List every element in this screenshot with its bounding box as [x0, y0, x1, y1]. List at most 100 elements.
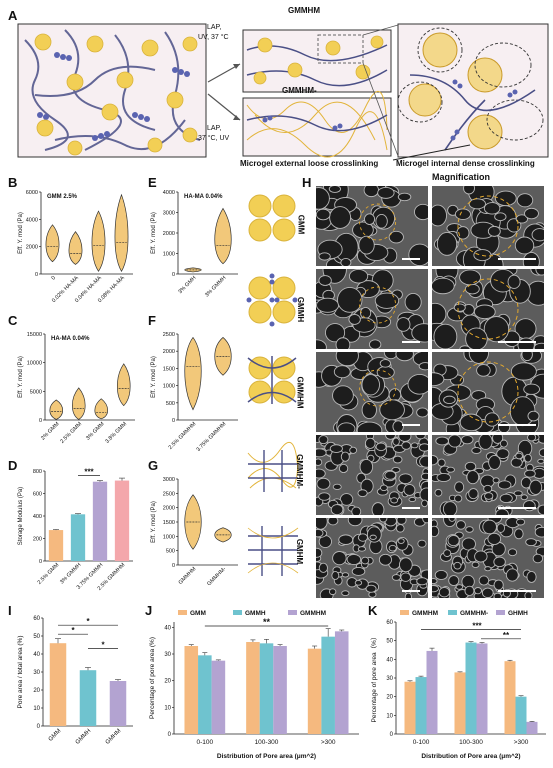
arrow-top-label-2: UV, 37 °C — [198, 34, 229, 41]
violin-1 — [214, 207, 232, 265]
sem-image-r0-c0 — [316, 186, 428, 266]
y-tick-label: 2000 — [163, 349, 175, 355]
panel-label-k: K — [368, 603, 378, 618]
chart-j: 0 10 20 30 40 Percentage of pore area (%) 0-10… — [149, 610, 359, 760]
y-tick-label: 20 — [33, 688, 40, 694]
y-axis-label: Percentage of pore area (%) — [149, 637, 156, 719]
y-tick-label: 2500 — [163, 332, 175, 338]
chart-f: 0 500 1000 1500 2000 2500 Eff. Y. mod (Pa) 2.5%… — [151, 332, 238, 453]
row-label-gmm: GMM — [296, 214, 306, 235]
panel-label-f: F — [148, 313, 156, 328]
bar-0-2 — [211, 660, 226, 734]
y-tick-label: 0 — [172, 272, 175, 278]
sem-image-r4-c0 — [316, 518, 428, 598]
y-tick-label: 30 — [164, 652, 171, 658]
sig-label: *** — [84, 468, 94, 477]
y-tick-label: 5000 — [30, 389, 42, 395]
arrow-top-label-1: LAP, — [207, 24, 222, 31]
y-tick-label: 1500 — [163, 520, 175, 526]
bar-2-0 — [307, 648, 322, 734]
y-tick-label: 0 — [39, 418, 42, 424]
bar-2-2 — [334, 631, 349, 734]
y-axis-label: Eff. Y. mod (Pa) — [18, 356, 24, 398]
chart-d: 0 200 400 600 800 Storage Modulus (Pa) 2.5% GM… — [18, 468, 133, 592]
y-tick-label: 500 — [166, 549, 175, 555]
y-axis-label: Pore area / total area (%) — [17, 636, 24, 709]
y-axis-label: Storage Modulus (Pa) — [18, 487, 24, 545]
sig-label-0: * — [86, 617, 90, 626]
y-tick-label: 0 — [35, 272, 38, 278]
x-tick-label: 100-300 — [255, 739, 279, 746]
legend-label-1: GMMHM- — [460, 610, 488, 617]
sem-image-r1-c1 — [432, 269, 544, 349]
panel-label-j: J — [145, 603, 153, 618]
y-tick-label: 1500 — [163, 366, 175, 372]
x-tick-label: GMHM — [105, 728, 123, 746]
x-tick-label: 3% GMMH — [59, 562, 82, 585]
bar-0-0 — [184, 646, 199, 734]
sem-image-r1-c0 — [316, 269, 428, 349]
y-tick-label: 1000 — [163, 384, 175, 390]
chart-g: 0 500 1000 1500 2000 2500 3000 Eff. Y. mod (Pa)… — [151, 477, 238, 587]
y-tick-label: 1000 — [163, 252, 175, 258]
panel-a-schematic — [17, 23, 549, 161]
x-tick-label: GMMHM — [178, 566, 198, 586]
panel-label-b: B — [8, 175, 18, 190]
bar-1-2 — [273, 646, 287, 734]
chart-title: HA-MA 0.04% — [184, 194, 223, 200]
x-axis-label: Distribution of Pore area (μm^2) — [421, 752, 520, 760]
bar-0-2 — [426, 650, 438, 734]
arrow-bottom-label-1: LAP, — [207, 125, 222, 132]
row-label-gmmhm: GMMHM — [295, 376, 305, 409]
gmmhm-minus-box-title: GMMHM- — [282, 86, 317, 95]
bar-0 — [48, 530, 64, 561]
y-tick-label: 50 — [386, 639, 393, 645]
y-tick-label: 30 — [33, 670, 40, 676]
chart-title: HA-MA 0.04% — [51, 336, 90, 342]
y-tick-label: 20 — [164, 679, 171, 685]
x-tick-label: 0 — [51, 275, 57, 281]
x-tick-label: 2% GMM — [40, 421, 61, 442]
y-tick-label: 6000 — [26, 190, 38, 196]
sem-image-r2-c1 — [432, 352, 544, 432]
x-tick-label: GMMHM- — [206, 566, 227, 587]
violin-0 — [45, 224, 60, 263]
y-tick-label: 3000 — [163, 211, 175, 217]
y-tick-label: 2500 — [163, 491, 175, 497]
violin-2 — [94, 398, 109, 420]
y-tick-label: 2000 — [26, 245, 38, 251]
y-tick-label: 1000 — [163, 534, 175, 540]
x-tick-label: 2.5% GMM — [59, 421, 83, 445]
sig-label-1: * — [71, 626, 75, 635]
chart-i: 0 10 20 30 40 50 60 Pore area / total area (%) G… — [17, 616, 133, 746]
caption-external: Microgel external loose crosslinking — [240, 159, 379, 168]
sig-label-1: ** — [503, 631, 510, 640]
x-tick-label: 3% GMMH — [204, 275, 227, 298]
violin-1 — [68, 231, 83, 265]
bar-3 — [114, 480, 130, 561]
panel-label-e: E — [148, 175, 157, 190]
gmmhm-box-title: GMMHM — [288, 6, 320, 15]
bar-2-2 — [526, 721, 538, 734]
x-tick-label: 0-100 — [413, 739, 430, 746]
x-tick-label: GMM — [48, 728, 63, 743]
y-tick-label: 2000 — [163, 231, 175, 237]
bar-2-1 — [515, 696, 527, 734]
y-tick-label: 40 — [386, 657, 393, 663]
y-tick-label: 10 — [386, 713, 393, 719]
sig-label-2: * — [101, 641, 105, 650]
legend-label-2: GHMH — [508, 610, 528, 617]
bar-0 — [49, 643, 67, 726]
sig-label-0: *** — [472, 621, 482, 630]
bar-0-0 — [404, 681, 416, 734]
y-tick-label: 60 — [33, 616, 40, 622]
y-tick-label: 2000 — [163, 506, 175, 512]
y-axis-label: Percentage of pore area（%） — [370, 634, 378, 723]
bar-1-0 — [246, 642, 260, 734]
panel-label-c: C — [8, 313, 18, 328]
bar-2-0 — [504, 661, 516, 734]
x-tick-label: 3.8% GMM — [104, 421, 128, 445]
y-tick-label: 4000 — [26, 217, 38, 223]
chart-k: 0 10 20 30 40 50 60 Percentage of pore area（%） 0… — [370, 610, 546, 760]
